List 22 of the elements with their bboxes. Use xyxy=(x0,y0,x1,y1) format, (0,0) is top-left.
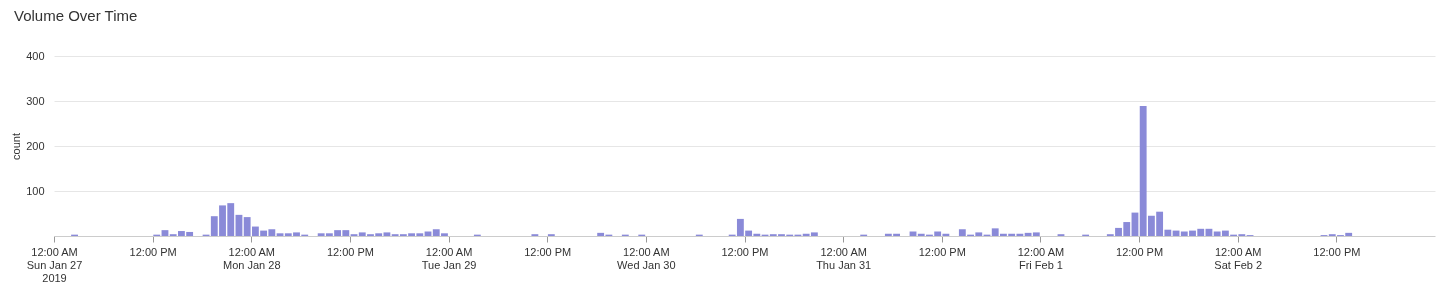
x-tick-label: 12:00 AM Sat Feb 2 xyxy=(1214,245,1263,271)
x-tick-label: 12:00 AM Mon Jan 28 xyxy=(223,245,281,271)
x-tick-label: 12:00 PM xyxy=(129,245,177,258)
y-tick-label: 100 xyxy=(26,184,45,197)
x-tick-label: 12:00 AM Tue Jan 29 xyxy=(421,245,477,271)
bar xyxy=(276,233,284,236)
y-tick-label: 300 xyxy=(26,94,45,107)
x-tick-label: 12:00 AM Fri Feb 1 xyxy=(1017,245,1065,271)
x-tick-label: 12:00 PM xyxy=(326,245,374,258)
x-tick-label: 12:00 PM xyxy=(1313,245,1361,258)
bar xyxy=(161,230,169,236)
x-tick-label: 12:00 AM Thu Jan 31 xyxy=(816,245,872,271)
y-tick-label: 400 xyxy=(26,49,45,62)
x-tick-label: 12:00 PM xyxy=(1116,245,1164,258)
x-tick-label: 12:00 PM xyxy=(721,245,769,258)
chart-title: Volume Over Time xyxy=(14,7,138,24)
y-axis-title: count xyxy=(10,133,23,160)
x-tick-label: 12:00 AM Sun Jan 27 2019 xyxy=(26,245,83,284)
x-tick-label: 12:00 AM Wed Jan 30 xyxy=(617,245,676,271)
x-tick-label: 12:00 PM xyxy=(524,245,572,258)
x-tick-label: 12:00 PM xyxy=(918,245,966,258)
y-tick-label: 200 xyxy=(26,139,45,152)
